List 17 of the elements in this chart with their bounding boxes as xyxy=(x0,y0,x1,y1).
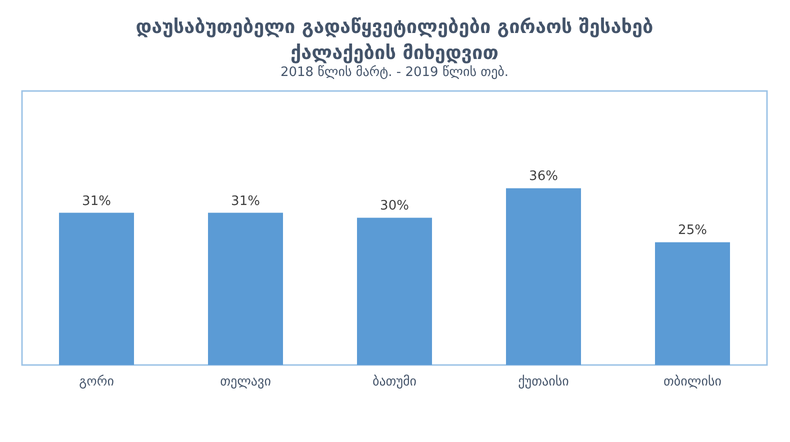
x-tick-label: ქუთაისი xyxy=(518,374,570,390)
chart-title: დაუსაბუთებელი გადაწყვეტილებები გირაოს შესახებ ქალაქების მიხედვით xyxy=(136,16,654,64)
bar xyxy=(655,242,730,365)
x-tick-label: თელავი xyxy=(220,374,272,390)
data-label: 30% xyxy=(380,198,409,214)
data-label: 36% xyxy=(529,169,558,184)
x-tick-label: თბილისი xyxy=(664,374,722,390)
bar xyxy=(59,212,134,365)
data-label: 25% xyxy=(678,223,707,238)
bar xyxy=(506,188,581,365)
data-label: 31% xyxy=(231,194,260,209)
bar xyxy=(208,212,283,365)
x-tick-label: გორი xyxy=(79,374,114,390)
data-label: 31% xyxy=(82,194,111,209)
x-tick-label: ბათუმი xyxy=(372,374,417,390)
chart-subtitle: 2018 წლის მარტ. - 2019 წლის თებ. xyxy=(280,65,509,80)
bar xyxy=(357,218,432,365)
